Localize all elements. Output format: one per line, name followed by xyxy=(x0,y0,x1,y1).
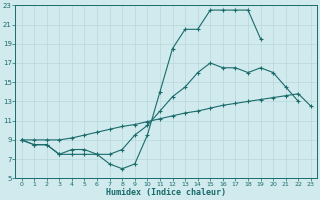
X-axis label: Humidex (Indice chaleur): Humidex (Indice chaleur) xyxy=(106,188,226,197)
